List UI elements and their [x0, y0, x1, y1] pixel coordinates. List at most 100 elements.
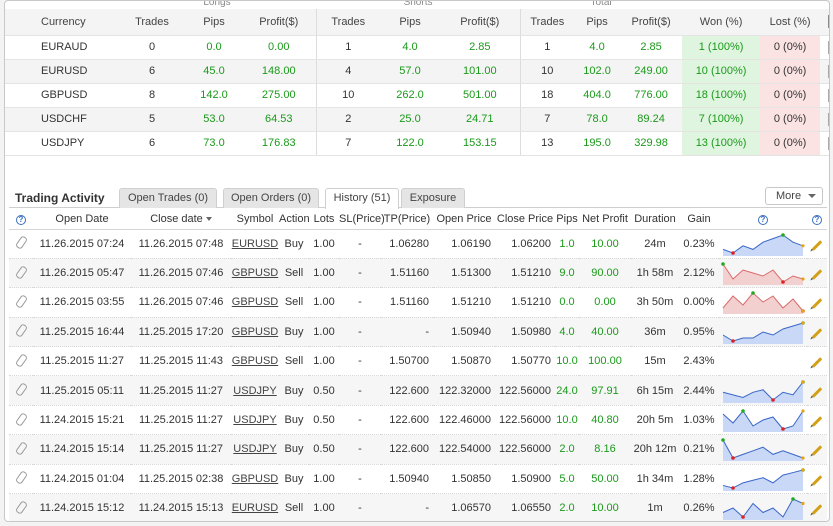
summary-cell: 6: [118, 59, 186, 84]
gain-sparkline: [719, 346, 807, 377]
table-row: 11.25.2015 11:27 11.25.2015 11:43 GBPUSD Se…: [9, 346, 827, 377]
history-header-cell[interactable]: Gain: [679, 209, 719, 230]
history-cell: 2.0: [555, 434, 579, 465]
tab-open[interactable]: Open Orders (0): [223, 188, 319, 208]
summary-cell: 0 (0%): [760, 131, 821, 156]
summary-cell: 53.0: [186, 107, 242, 132]
help-icon[interactable]: ?: [758, 214, 768, 225]
tab-exposure[interactable]: Exposure: [401, 188, 465, 208]
chart-toggle[interactable]: [820, 107, 829, 132]
summary-cell: 176.83: [242, 131, 317, 156]
summary-cell: 2: [315, 107, 381, 132]
help-icon[interactable]: ?: [16, 214, 26, 225]
mini-chart-icon: [827, 40, 829, 54]
summary-row: EURAUD 0 0.0 0.00 1 4.0 2.85 1 4.0 2.85 1 (100%) 0 …: [5, 35, 829, 60]
sparkline-last-point: [801, 468, 805, 472]
summary-cell: 5: [118, 107, 186, 132]
history-cell: 1.50870: [433, 346, 495, 377]
history-cell: -: [339, 434, 381, 465]
gain-sparkline: [719, 405, 807, 436]
history-cell: 1.00: [309, 317, 339, 348]
sparkline-chart: [722, 409, 805, 433]
history-cell: 24.0: [555, 375, 579, 406]
history-cell: 1.50980: [495, 317, 555, 348]
history-cell: 8.16: [579, 434, 631, 465]
summary-cell: 0 (0%): [760, 107, 821, 132]
symbol-link[interactable]: GBPUSD: [231, 464, 279, 495]
history-cell: 1.06190: [433, 229, 495, 259]
sparkline-max-point: [721, 438, 725, 443]
history-header-cell[interactable]: Duration: [631, 209, 679, 230]
history-cell: 11.25.2015 11:27: [131, 405, 231, 436]
history-header-cell[interactable]: Close date: [131, 209, 231, 230]
sparkline-line: [722, 234, 804, 254]
sparkline-chart: [721, 438, 805, 462]
history-cell: 11.24.2015 15:13: [131, 493, 231, 521]
summary-row: USDCHF 5 53.0 64.53 2 25.0 24.71 7 78.0 89.24 7 (1…: [5, 107, 829, 132]
summary-cell: 78.0: [574, 107, 621, 132]
popout-window-icon[interactable]: [820, 9, 829, 36]
chart-toggle[interactable]: [820, 131, 829, 156]
edit-pencil-icon: [811, 239, 823, 251]
more-dropdown[interactable]: More: [765, 187, 823, 205]
mini-chart-icon: [827, 88, 829, 102]
symbol-link[interactable]: GBPUSD: [231, 346, 279, 377]
history-header-cell[interactable]: Close Price: [495, 209, 555, 230]
help-icon[interactable]: ?: [812, 214, 822, 225]
tab-open[interactable]: Open Trades (0): [119, 188, 217, 208]
tab-history[interactable]: History (51): [325, 188, 399, 209]
table-row: 11.24.2015 15:12 11.24.2015 15:13 EURUSD Se…: [9, 493, 827, 521]
chart-toggle[interactable]: [820, 83, 829, 108]
symbol-link[interactable]: USDJPY: [231, 375, 279, 406]
symbol-link[interactable]: USDJPY: [231, 434, 279, 465]
sparkline-chart: [722, 291, 805, 315]
symbol-link[interactable]: GBPUSD: [231, 258, 279, 289]
history-cell: 122.56000: [495, 405, 555, 436]
summary-cell: 0 (0%): [760, 83, 821, 108]
summary-cell: USDCHF: [5, 107, 118, 132]
chart-toggle[interactable]: [820, 59, 829, 84]
history-cell: 11.25.2015 11:27: [33, 346, 131, 377]
history-header-cell[interactable]: Net Profit: [579, 209, 631, 230]
symbol-link[interactable]: GBPUSD: [231, 287, 279, 318]
edit-pencil-icon: [811, 328, 823, 339]
history-cell: 1m: [631, 493, 679, 521]
sparkline-max-point: [721, 262, 725, 266]
symbol-link[interactable]: GBPUSD: [231, 317, 279, 348]
summary-cell: 7: [315, 131, 381, 156]
history-header-cell[interactable]: SL(Price): [339, 209, 385, 230]
summary-cell: 1: [519, 35, 575, 60]
summary-cell: 0 (0%): [760, 59, 821, 84]
history-header-cell[interactable]: Lots: [309, 209, 339, 230]
history-cell: 1.50940: [381, 464, 433, 495]
history-cell: 2.44%: [679, 375, 719, 406]
summary-cell: 18: [519, 83, 575, 108]
summary-cell: 24.71: [440, 107, 521, 132]
history-cell: 0.95%: [679, 317, 719, 348]
history-header-cell[interactable]: Open Date: [33, 209, 131, 230]
summary-cell: 142.0: [186, 83, 242, 108]
summary-header-cell: Lost (%): [760, 9, 821, 36]
history-cell: 11.24.2015 01:04: [33, 464, 131, 495]
history-cell: 1.03%: [679, 405, 719, 436]
edit-pencil-icon: [811, 475, 823, 486]
sparkline-max-point: [751, 291, 755, 296]
history-cell: 11.24.2015 15:21: [33, 405, 131, 436]
history-header-cell[interactable]: Action: [279, 209, 310, 230]
symbol-link[interactable]: USDJPY: [231, 405, 279, 436]
history-header-cell[interactable]: Pips: [555, 209, 579, 230]
history-header-label: Lots: [313, 212, 335, 225]
chart-toggle[interactable]: [820, 35, 829, 60]
mini-chart-icon: [827, 136, 829, 150]
summary-row: USDJPY 6 73.0 176.83 7 122.0 153.15 13 195.0 329.…: [5, 131, 829, 156]
edit-pencil-icon: [811, 416, 823, 427]
symbol-link[interactable]: EURUSD: [231, 493, 279, 521]
history-header-cell[interactable]: TP(Price): [381, 209, 433, 230]
history-header-cell[interactable]: Symbol: [231, 209, 279, 230]
history-header-cell[interactable]: Open Price: [433, 209, 495, 230]
summary-cell: 13: [519, 131, 575, 156]
sparkline-chart: [722, 468, 805, 491]
symbol-link[interactable]: EURUSD: [231, 229, 279, 259]
history-cell: -: [339, 317, 381, 348]
summary-cell: 249.00: [620, 59, 683, 84]
